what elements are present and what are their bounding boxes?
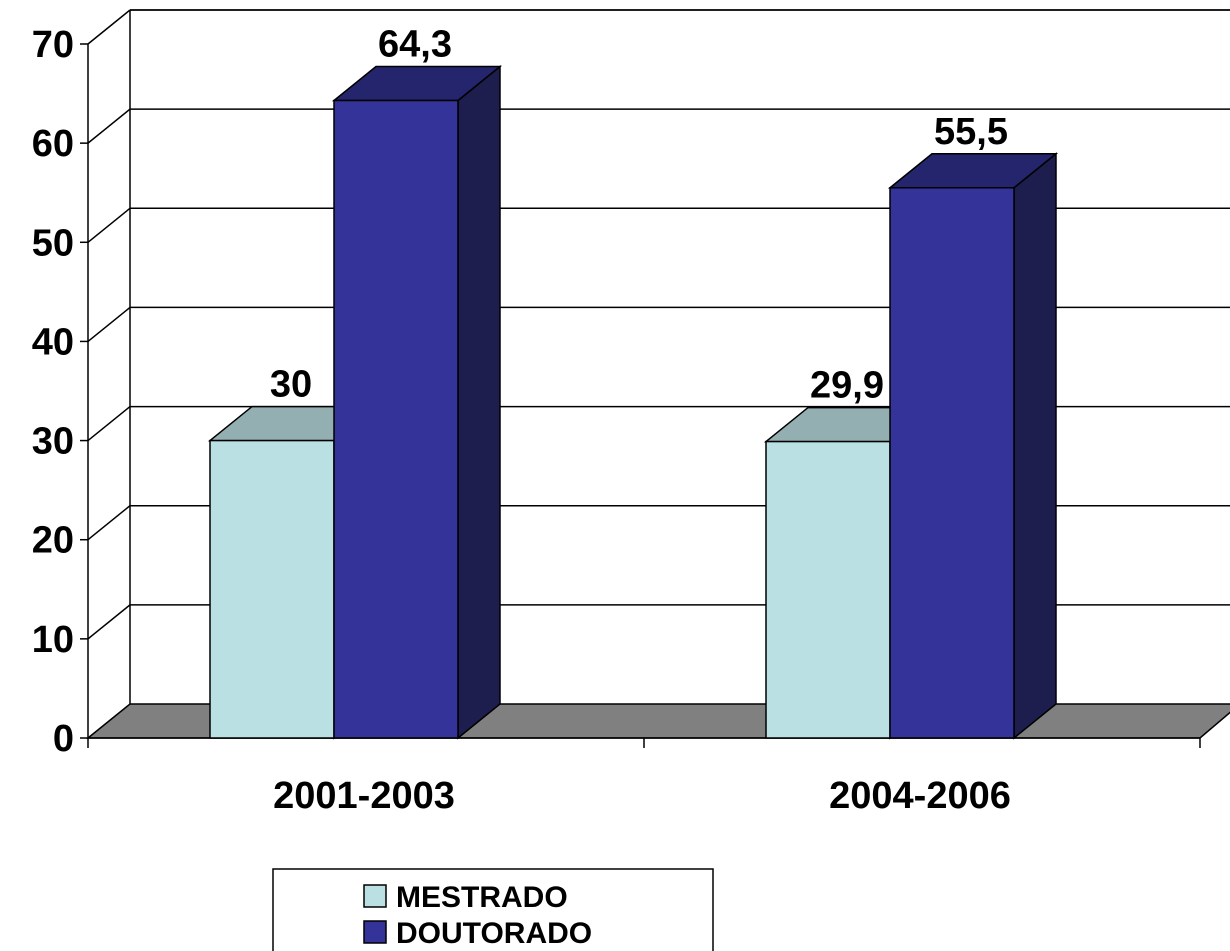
gridline-side-30 — [87, 405, 131, 442]
x-tick-labels: 2001-2003 2004-2006 — [273, 775, 1011, 817]
legend-label-mestrado: MESTRADO — [396, 881, 568, 914]
legend-label-doutorado: DOUTORADO — [396, 917, 592, 950]
gridline-side-70 — [87, 9, 131, 45]
bar-front — [209, 439, 335, 739]
y-tick-label-10: 10 — [32, 619, 74, 661]
y-tick-label-20: 20 — [32, 520, 74, 562]
y-tick-label-70: 70 — [32, 24, 74, 66]
bar-front — [333, 99, 459, 739]
gridline-side-60 — [87, 108, 131, 144]
y-tick-label-30: 30 — [32, 421, 74, 463]
bar-doutorado-2004-2006 — [887, 152, 1059, 740]
bar-side — [457, 64, 501, 740]
x-tick-label-2001-2003: 2001-2003 — [273, 775, 455, 817]
gridline-side-50 — [87, 207, 131, 243]
y-tick-label-0: 0 — [53, 718, 74, 760]
data-label-mestrado-2001-2003: 30 — [270, 364, 312, 406]
legend-box — [272, 868, 714, 951]
data-labels: 30 64,3 29,9 55,5 — [270, 24, 1008, 407]
legend-swatch-mestrado — [363, 884, 387, 908]
legend-swatch-doutorado — [363, 920, 387, 944]
y-tick-labels: 0 10 20 30 40 50 60 70 — [32, 24, 74, 760]
y-tick-label-40: 40 — [32, 321, 74, 363]
data-label-doutorado-2001-2003: 64,3 — [378, 24, 452, 66]
bar-front — [889, 187, 1015, 739]
y-tick-label-50: 50 — [32, 222, 74, 264]
x-tick-label-2004-2006: 2004-2006 — [829, 775, 1011, 817]
y-tick-label-60: 60 — [32, 123, 74, 165]
gridline-side-10 — [87, 604, 131, 640]
gridline-side-40 — [87, 306, 131, 343]
bars — [207, 64, 1059, 740]
gridline-side-20 — [87, 505, 131, 541]
data-label-doutorado-2004-2006: 55,5 — [934, 111, 1008, 153]
bar-side — [1013, 152, 1057, 740]
bar-doutorado-2001-2003 — [331, 64, 503, 740]
data-label-mestrado-2004-2006: 29,9 — [810, 365, 884, 407]
bar-front — [765, 440, 891, 739]
